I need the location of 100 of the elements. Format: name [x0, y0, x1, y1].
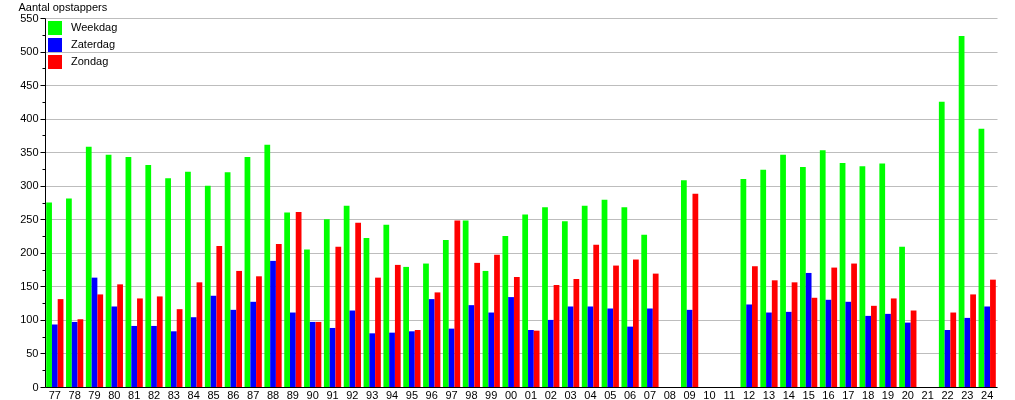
bar	[970, 294, 976, 387]
x-tick-label: 93	[366, 388, 379, 400]
bar	[533, 330, 540, 387]
x-tick-label: 90	[306, 388, 319, 400]
y-tick-label: 50	[26, 346, 39, 359]
bar	[805, 272, 812, 387]
bar	[85, 146, 92, 387]
bar	[264, 144, 271, 387]
bar	[819, 150, 826, 387]
bar	[409, 331, 415, 387]
x-tick-label: 99	[485, 388, 498, 400]
bar	[851, 263, 857, 387]
bar	[680, 180, 687, 387]
bar	[785, 311, 792, 387]
bar	[403, 266, 410, 387]
bar	[760, 169, 767, 387]
bar	[528, 329, 534, 387]
x-tick-label: 77	[48, 388, 61, 400]
bar	[621, 207, 628, 387]
bar	[66, 198, 72, 387]
x-tick-label: 87	[247, 388, 260, 400]
y-tick-label: 0	[32, 380, 39, 393]
bar	[309, 321, 316, 387]
y-tick-label: 200	[20, 246, 39, 259]
bar	[800, 166, 806, 387]
bar	[454, 220, 461, 387]
bar	[230, 309, 237, 387]
bar	[394, 264, 401, 387]
y-axis-title: Aantal opstappers	[18, 0, 108, 13]
bar	[275, 244, 282, 387]
bar	[117, 284, 123, 387]
bar	[474, 262, 481, 387]
bar	[899, 246, 905, 387]
x-tick-label: 96	[425, 388, 438, 400]
bar	[423, 263, 429, 387]
bar	[462, 220, 469, 387]
y-tick-label: 450	[20, 78, 39, 91]
bar	[304, 249, 310, 387]
x-tick-label: 04	[584, 388, 597, 400]
bar	[46, 202, 52, 387]
bar	[871, 305, 877, 387]
x-tick-label: 06	[623, 388, 637, 400]
bar	[442, 240, 449, 387]
x-tick-label: 94	[385, 388, 399, 400]
bar	[865, 315, 872, 387]
legend-label: Zaterdag	[71, 38, 116, 50]
bar	[771, 280, 778, 387]
bar	[746, 304, 753, 387]
x-tick-label: 12	[743, 388, 756, 400]
bar	[831, 267, 838, 387]
bar	[355, 222, 362, 387]
bar	[151, 325, 157, 387]
bar	[990, 279, 996, 387]
x-tick-label: 24	[981, 388, 994, 400]
bar	[190, 317, 197, 387]
bar	[156, 296, 163, 387]
bar	[428, 299, 435, 387]
bar	[885, 313, 891, 387]
x-tick-label: 80	[108, 388, 121, 400]
x-tick-label: 09	[683, 388, 696, 400]
x-tick-label: 14	[782, 388, 795, 400]
bar	[879, 163, 886, 387]
bar	[204, 185, 211, 387]
bar	[131, 325, 138, 387]
bar	[137, 298, 143, 387]
bar	[766, 312, 772, 387]
bar	[652, 273, 659, 387]
x-tick-label: 01	[524, 388, 538, 400]
x-tick-label: 89	[286, 388, 299, 400]
x-tick-label: 92	[346, 388, 359, 400]
bar	[335, 246, 342, 387]
bar	[890, 298, 897, 387]
bar	[573, 278, 580, 387]
x-tick-label: 08	[663, 388, 676, 400]
x-tick-label: 84	[187, 388, 200, 400]
x-tick-label: 20	[901, 388, 914, 400]
x-tick-label: 82	[147, 388, 161, 400]
bar	[752, 266, 758, 387]
x-tick-label: 83	[167, 388, 180, 400]
x-tick-label: 18	[862, 388, 875, 400]
x-tick-label: 05	[604, 388, 617, 400]
bar	[647, 308, 653, 387]
x-tick-label: 98	[465, 388, 478, 400]
bar	[488, 312, 495, 387]
y-tick-label: 400	[20, 112, 39, 125]
bar	[904, 322, 911, 387]
bar	[97, 294, 104, 387]
bar	[51, 324, 58, 387]
bar	[613, 265, 619, 387]
bar	[964, 317, 971, 387]
bar	[522, 214, 529, 387]
bar	[513, 276, 520, 387]
bar	[950, 312, 957, 387]
bar	[289, 312, 296, 387]
x-tick-label: 03	[564, 388, 577, 400]
bar	[236, 270, 242, 387]
y-tick-label: 350	[20, 145, 39, 158]
bar	[343, 205, 350, 387]
bar	[170, 331, 177, 387]
x-tick-label: 13	[762, 388, 776, 400]
